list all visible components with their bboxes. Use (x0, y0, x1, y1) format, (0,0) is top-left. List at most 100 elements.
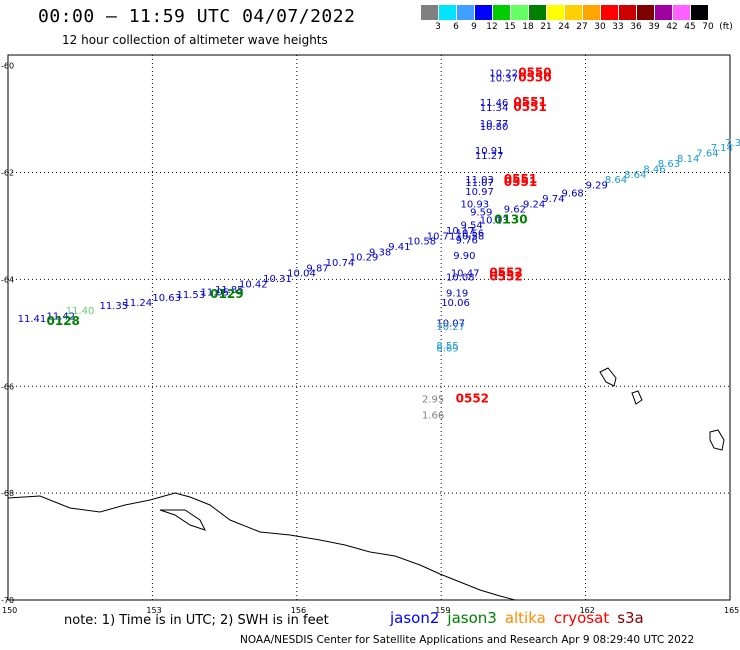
satellite-name: jason2 (390, 609, 440, 627)
island-outline (159, 509, 206, 531)
longitude-label: 150 (2, 606, 17, 615)
wave-height-label: 11.07 (465, 178, 494, 189)
legend-label: 36 (630, 22, 642, 32)
wave-height-label: 10.29 (350, 253, 379, 264)
wave-height-label: 10.80 (480, 122, 509, 133)
wave-height-label: 8.64 (624, 170, 646, 181)
legend-swatch (691, 5, 709, 20)
legend-swatch (655, 5, 673, 20)
wave-height-label: 10.56 (456, 229, 485, 240)
wave-height-label: 8.69 (436, 344, 458, 355)
wave-height-label: 10.31 (263, 274, 292, 285)
longitude-label: 156 (291, 606, 306, 615)
legend-swatch (421, 5, 439, 20)
island-outline (709, 429, 725, 451)
wave-height-label: 10.58 (408, 237, 437, 248)
legend-label: 45 (684, 22, 696, 32)
wave-height-label: 9.19 (446, 289, 468, 300)
wave-height-label: 11.46 (480, 98, 509, 109)
wave-height-label: 11.27 (475, 151, 504, 162)
map-subtitle: 12 hour collection of altimeter wave hei… (62, 33, 328, 47)
pass-time-label: 0551 (513, 100, 546, 114)
satellite-name: s3a (617, 609, 644, 627)
legend-label: 70 (702, 22, 714, 32)
legend-swatch (511, 5, 529, 20)
wave-height-label: 8.46 (643, 165, 665, 176)
wave-height-label: 10.08 (446, 272, 475, 283)
legend-label: 21 (540, 22, 552, 32)
satellite-name: altika (504, 609, 546, 627)
island-outline (599, 367, 617, 387)
legend-label: 24 (558, 22, 570, 32)
island-outline (631, 390, 643, 405)
wave-height-label: 11.40 (66, 306, 95, 317)
wave-height-label: 10.42 (239, 279, 268, 290)
latitude-label: -70 (1, 596, 14, 605)
pass-time-label: 0128 (47, 314, 80, 328)
legend-swatch (547, 5, 565, 20)
latitude-label: -62 (1, 169, 14, 178)
legend-swatch (493, 5, 511, 20)
wave-height-label: 8.63 (658, 159, 680, 170)
wave-height-label: 9.29 (586, 181, 608, 192)
wave-height-label: 8.14 (677, 154, 699, 165)
satellite-name: cryosat (553, 609, 610, 627)
legend-label: 18 (522, 22, 534, 32)
wave-height-label: 10.04 (287, 269, 316, 280)
wave-height-label: 10.22 (489, 68, 518, 79)
wave-height-label: 9.74 (542, 194, 564, 205)
wave-height-label: 10.91 (475, 146, 504, 157)
wave-height-label: 10.97 (465, 187, 494, 198)
legend-swatch (673, 5, 691, 20)
map-frame (7, 54, 731, 601)
color-scale-legend (421, 5, 709, 20)
wave-height-label: 11.24 (124, 298, 153, 309)
wave-height-label: 10.74 (326, 258, 355, 269)
wave-height-label: 9.38 (369, 247, 391, 258)
wave-height-label: 10.07 (436, 318, 465, 329)
wave-height-label: 7.14 (711, 143, 733, 154)
wave-height-label: 11.53 (176, 290, 205, 301)
wave-height-label: 11.05 (201, 287, 230, 298)
wave-height-label: 7.64 (696, 149, 718, 160)
wave-height-label: 9.24 (523, 199, 545, 210)
legend-label: 30 (594, 22, 606, 32)
wave-height-label: 10.27 (436, 322, 465, 333)
latitude-label: -60 (1, 62, 14, 71)
legend-label: (ft) (719, 22, 733, 32)
wave-height-label: 8.55 (436, 341, 458, 352)
legend-swatch (583, 5, 601, 20)
legend-swatch (529, 5, 547, 20)
wave-height-label: 11.03 (465, 175, 494, 186)
wave-height-label: 10.71 (427, 231, 456, 242)
legend-swatch (475, 5, 493, 20)
legend-label: 15 (504, 22, 516, 32)
legend-swatch (439, 5, 457, 20)
coastline (7, 492, 516, 601)
footer-note: note: 1) Time is in UTC; 2) SWH is in fe… (64, 613, 329, 628)
legend-swatch (565, 5, 583, 20)
color-scale-labels: 3 6 9 12 15 18 21 24 27 30 33 36 39 42 45 70 (ft) (421, 22, 740, 34)
latitude-label: -64 (1, 275, 14, 284)
wave-height-label: 11.41 (18, 314, 47, 325)
satellite-name: jason3 (447, 609, 497, 627)
wave-height-label: 11.42 (47, 311, 76, 322)
legend-label: 42 (666, 22, 678, 32)
wave-height-label: 1.66 (422, 410, 444, 421)
legend-label: 33 (612, 22, 624, 32)
legend-label: 27 (576, 22, 588, 32)
pass-time-label: 0550 (518, 65, 551, 79)
longitude-label: 165 (724, 606, 739, 615)
wave-height-label: 9.59 (470, 207, 492, 218)
pass-time-label: 0551 (513, 95, 546, 109)
latitude-label: -68 (1, 489, 14, 498)
legend-label: 9 (471, 22, 477, 32)
wave-height-label: 9.54 (460, 221, 482, 232)
legend-label: 3 (435, 22, 441, 32)
wave-height-label: 10.77 (480, 119, 509, 130)
pass-time-label: 0551 (504, 175, 537, 189)
wave-height-label: 10.58 (456, 231, 485, 242)
longitude-label: 153 (146, 606, 161, 615)
wave-height-label: 11.35 (99, 301, 128, 312)
legend-label: 39 (648, 22, 660, 32)
